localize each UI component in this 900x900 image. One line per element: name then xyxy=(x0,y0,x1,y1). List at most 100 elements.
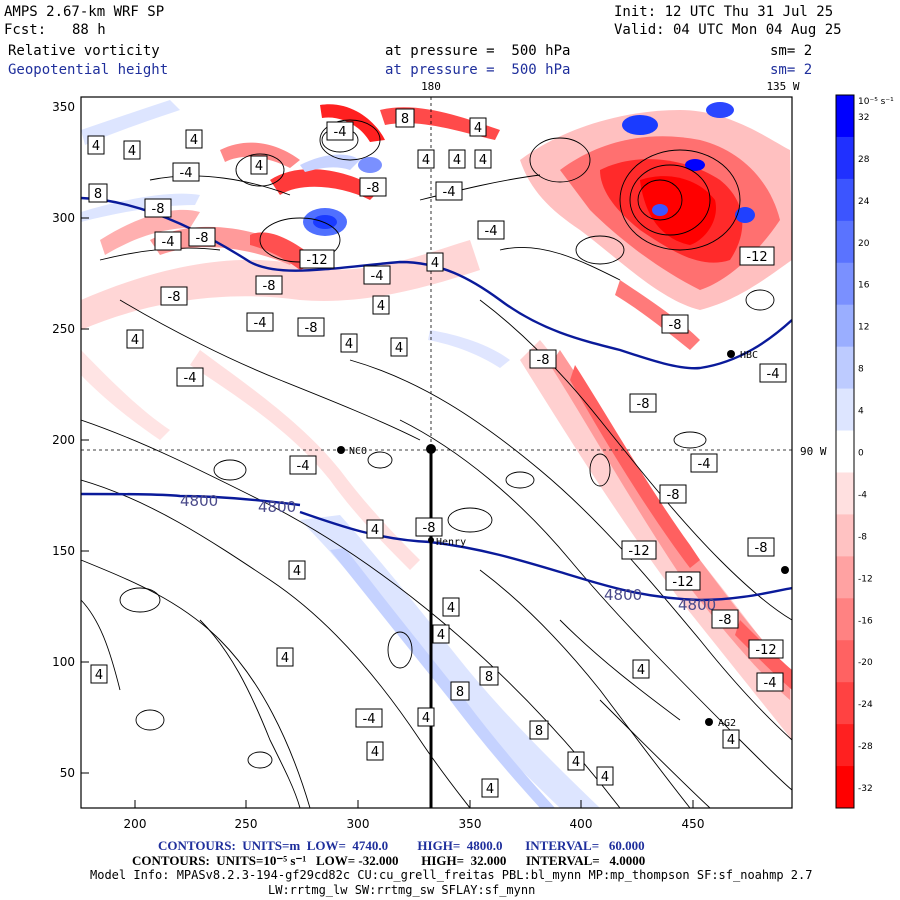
svg-text:-8: -8 xyxy=(537,353,550,368)
height-label: 4800 xyxy=(604,586,642,604)
svg-text:4: 4 xyxy=(727,733,735,748)
vort-label: -8 xyxy=(629,393,657,413)
station-label-henry: Henry xyxy=(436,537,466,548)
field2-smoothing: sm= 2 xyxy=(770,62,813,78)
svg-text:8: 8 xyxy=(485,670,493,685)
colorbar-swatch xyxy=(836,514,854,557)
vort-label: 4 xyxy=(474,149,492,169)
vort-label: 4 xyxy=(366,741,384,761)
vort-label: 4 xyxy=(432,624,450,644)
svg-text:4: 4 xyxy=(422,711,430,726)
colorbar-label: -20 xyxy=(858,658,873,668)
vort-label: -4 xyxy=(326,121,354,141)
svg-text:-4: -4 xyxy=(184,371,197,386)
model-info: Model Info: MPASv8.2.3-194-gf29cd82c CU:… xyxy=(90,868,813,882)
colorbar-unit: 10⁻⁵ s⁻¹ xyxy=(858,97,894,107)
vort-label: -4 xyxy=(176,367,204,387)
vort-label: 4 xyxy=(366,519,384,539)
vort-label: -8 xyxy=(711,609,739,629)
station-marker xyxy=(705,718,713,726)
svg-text:-4: -4 xyxy=(767,367,780,382)
svg-text:4: 4 xyxy=(486,782,494,797)
svg-text:250: 250 xyxy=(52,322,75,336)
vort-label: 8 xyxy=(450,681,470,701)
svg-text:8: 8 xyxy=(535,724,543,739)
vort-label: 4 xyxy=(417,707,435,727)
colorbar-swatch xyxy=(836,682,854,725)
vort-label: 4 xyxy=(185,129,203,149)
svg-text:-8: -8 xyxy=(423,521,436,536)
colorbar-label: 4 xyxy=(858,407,864,417)
vort-label: -8 xyxy=(747,537,775,557)
svg-text:-4: -4 xyxy=(180,166,193,181)
vort-label: -12 xyxy=(739,246,775,266)
svg-text:4: 4 xyxy=(453,153,461,168)
vort-label: -4 xyxy=(756,672,784,692)
model-info-2: LW:rrtmg_lw SW:rrtmg_sw SFLAY:sf_mynn xyxy=(268,883,536,897)
vort-label: 8 xyxy=(88,183,108,203)
colorbar-label: 24 xyxy=(858,197,870,207)
field1-level: at pressure = 500 hPa xyxy=(385,43,571,59)
svg-text:-12: -12 xyxy=(746,250,767,265)
svg-text:300: 300 xyxy=(52,211,75,225)
vort-label: 8 xyxy=(529,720,549,740)
svg-text:4: 4 xyxy=(371,523,379,538)
vort-label: 4 xyxy=(448,149,466,169)
vort-label: -8 xyxy=(529,349,557,369)
colorbar-swatch xyxy=(836,346,854,390)
vort-label: -12 xyxy=(665,571,701,591)
svg-text:4: 4 xyxy=(601,770,609,785)
svg-text:300: 300 xyxy=(347,817,370,831)
vort-label: -4 xyxy=(435,181,463,201)
colorbar-label: 12 xyxy=(858,323,869,333)
svg-text:200: 200 xyxy=(52,433,75,447)
svg-text:100: 100 xyxy=(52,655,75,669)
vort-label: 4 xyxy=(567,751,585,771)
vort-label: -4 xyxy=(759,363,787,383)
colorbar-label: 20 xyxy=(858,239,870,249)
colorbar-swatch xyxy=(836,388,854,432)
station-label-nco: NCO xyxy=(349,446,367,457)
vort-label: 8 xyxy=(395,108,415,128)
colorbar-frame xyxy=(835,94,855,809)
svg-text:4: 4 xyxy=(131,333,139,348)
svg-text:4: 4 xyxy=(345,337,353,352)
svg-text:4: 4 xyxy=(447,601,455,616)
station-marker xyxy=(727,350,735,358)
svg-text:350: 350 xyxy=(459,817,482,831)
svg-text:4: 4 xyxy=(479,153,487,168)
colorbar-label: -28 xyxy=(858,742,873,752)
svg-text:4: 4 xyxy=(431,256,439,271)
svg-text:350: 350 xyxy=(52,100,75,114)
svg-text:4: 4 xyxy=(572,755,580,770)
svg-text:4: 4 xyxy=(395,341,403,356)
svg-text:-4: -4 xyxy=(698,457,711,472)
station-label-hbc: HBC xyxy=(740,350,758,361)
station-label-ag2: AG2 xyxy=(718,718,736,729)
colorbar-swatch xyxy=(836,766,854,809)
svg-text:4: 4 xyxy=(128,144,136,159)
vort-label: 4 xyxy=(442,597,460,617)
field1-smoothing: sm= 2 xyxy=(770,43,813,59)
colorbar-label: 16 xyxy=(858,281,870,291)
vort-label: -8 xyxy=(160,286,188,306)
vort-label: 4 xyxy=(90,664,108,684)
svg-text:4: 4 xyxy=(422,153,430,168)
svg-text:50: 50 xyxy=(60,766,75,780)
colorbar-swatch xyxy=(836,598,854,641)
svg-text:-4: -4 xyxy=(443,185,456,200)
svg-text:-12: -12 xyxy=(306,253,327,268)
vort-label: -4 xyxy=(289,455,317,475)
vort-label: 8 xyxy=(479,666,499,686)
colorbar-label: 0 xyxy=(858,449,864,459)
colorbar-label: -16 xyxy=(858,616,873,626)
vort-label: 4 xyxy=(390,337,408,357)
vort-label: 4 xyxy=(372,295,390,315)
vort-label: 4 xyxy=(250,155,268,175)
svg-text:400: 400 xyxy=(570,817,593,831)
svg-text:4: 4 xyxy=(255,159,263,174)
svg-text:4: 4 xyxy=(92,139,100,154)
y-tick-labels: 300 250 200 150 100 50 350 xyxy=(52,100,75,780)
vort-label: -4 xyxy=(355,708,383,728)
